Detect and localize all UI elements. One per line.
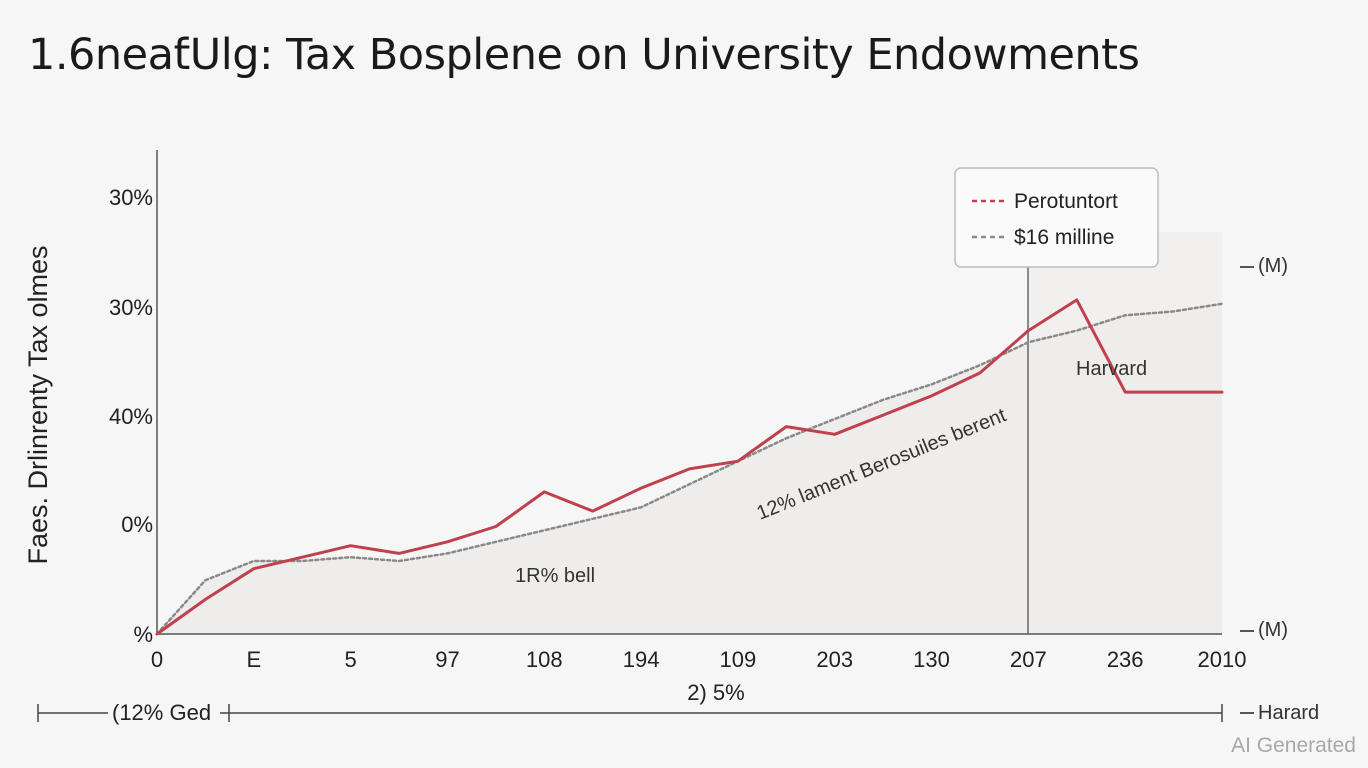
y-tick-label: 30% [109,185,153,210]
legend-item-gray: $16 milline [1014,226,1114,249]
annotation-low: 1R% bell [515,565,595,587]
series-line-gray [155,302,1224,636]
shaded-region [157,232,1222,634]
x-tick-label: 130 [913,647,950,672]
x-tick-label: 97 [435,647,459,672]
series-lines [155,298,1224,636]
y-tick-label: % [133,622,153,647]
area-fill [157,232,1222,634]
legend: Perotuntort $16 milline [954,167,1159,268]
range-label: (12% Ged [112,700,211,725]
harvard-region [1028,232,1222,634]
annotation-right-bottom: (M) [1258,619,1288,641]
y-tick-label: 40% [109,404,153,429]
x-tick-label: 109 [720,647,757,672]
y-axis-label: Faes. Drlinrenty Tax olmes [23,245,53,564]
range-label-bg [108,700,220,726]
y-tick-label: 30% [109,295,153,320]
axes [156,150,1222,635]
y-tick-label: 0% [121,512,153,537]
x-sub-label: 2) 5% [687,680,744,705]
legend-box [954,167,1159,268]
x-tick-label: 108 [526,647,563,672]
x-tick-label: 0 [151,647,163,672]
x-tick-label: 2010 [1198,647,1247,672]
annotation-harvard: Harvard [1076,358,1147,380]
x-tick-label: 236 [1107,647,1144,672]
range-right-label: Harard [1258,702,1319,724]
x-tick-label: E [246,647,261,672]
legend-item-red: Perotuntort [1014,190,1118,213]
series-line-red [155,298,1224,636]
annotation-right-top: (M) [1258,255,1288,277]
y-ticks: % 0% 40% 30% 30% [109,185,153,647]
x-tick-label: 5 [345,647,357,672]
watermark: AI Generated [1231,734,1356,757]
x-ticks: 0 E 5 97 108 194 109 203 130 207 236 2010 [151,647,1247,672]
x-tick-label: 203 [816,647,853,672]
x-tick-label: 194 [623,647,660,672]
x-tick-label: 207 [1010,647,1047,672]
chart-title: 1.6neaƭUlg: Tax Bosplene on University E… [28,30,1140,80]
